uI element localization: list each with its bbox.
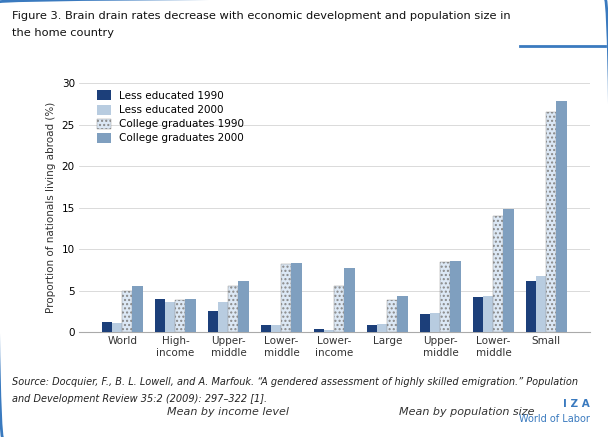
Bar [527,281,536,332]
Bar [547,112,556,332]
Bar [451,261,460,332]
Bar [133,287,142,332]
Bar [165,302,175,332]
Bar [420,314,430,332]
Bar [430,313,440,332]
Bar [440,261,451,332]
Legend: Less educated 1990, Less educated 2000, College graduates 1990, College graduate: Less educated 1990, Less educated 2000, … [92,86,249,148]
Bar [398,296,407,332]
Bar [324,329,334,332]
Bar [494,216,503,332]
Text: Figure 3. Brain drain rates decrease with economic development and population si: Figure 3. Brain drain rates decrease wit… [12,11,511,21]
Bar [378,324,387,332]
Bar [155,299,165,332]
Bar [387,300,398,332]
Bar [483,296,494,332]
Bar [102,322,112,332]
Bar [536,276,547,332]
Bar [291,263,302,332]
Bar [271,326,282,332]
Text: and Development Review 35:2 (2009): 297–322 [1].: and Development Review 35:2 (2009): 297–… [12,394,268,404]
Text: Mean by income level: Mean by income level [167,407,289,417]
Bar [122,291,133,332]
Bar [238,281,249,332]
Bar [345,268,354,332]
Text: the home country: the home country [12,28,114,38]
Bar [185,299,196,332]
Bar [282,264,291,332]
Bar [112,323,122,332]
Bar [229,287,238,332]
Y-axis label: Proportion of nationals living abroad (%): Proportion of nationals living abroad (%… [46,102,56,313]
Bar [218,302,229,332]
Bar [175,300,185,332]
Bar [261,326,271,332]
Bar [314,329,324,332]
Bar [556,101,567,332]
Bar [209,311,218,332]
Text: World of Labor: World of Labor [519,414,590,424]
Text: Mean by population size: Mean by population size [399,407,534,417]
Bar [503,209,514,332]
Bar [334,286,345,332]
Bar [367,325,378,332]
Text: I Z A: I Z A [563,399,590,409]
Bar [473,297,483,332]
Text: Source: Docquier, F., B. L. Lowell, and A. Marfouk. “A gendered assessment of hi: Source: Docquier, F., B. L. Lowell, and … [12,377,578,387]
